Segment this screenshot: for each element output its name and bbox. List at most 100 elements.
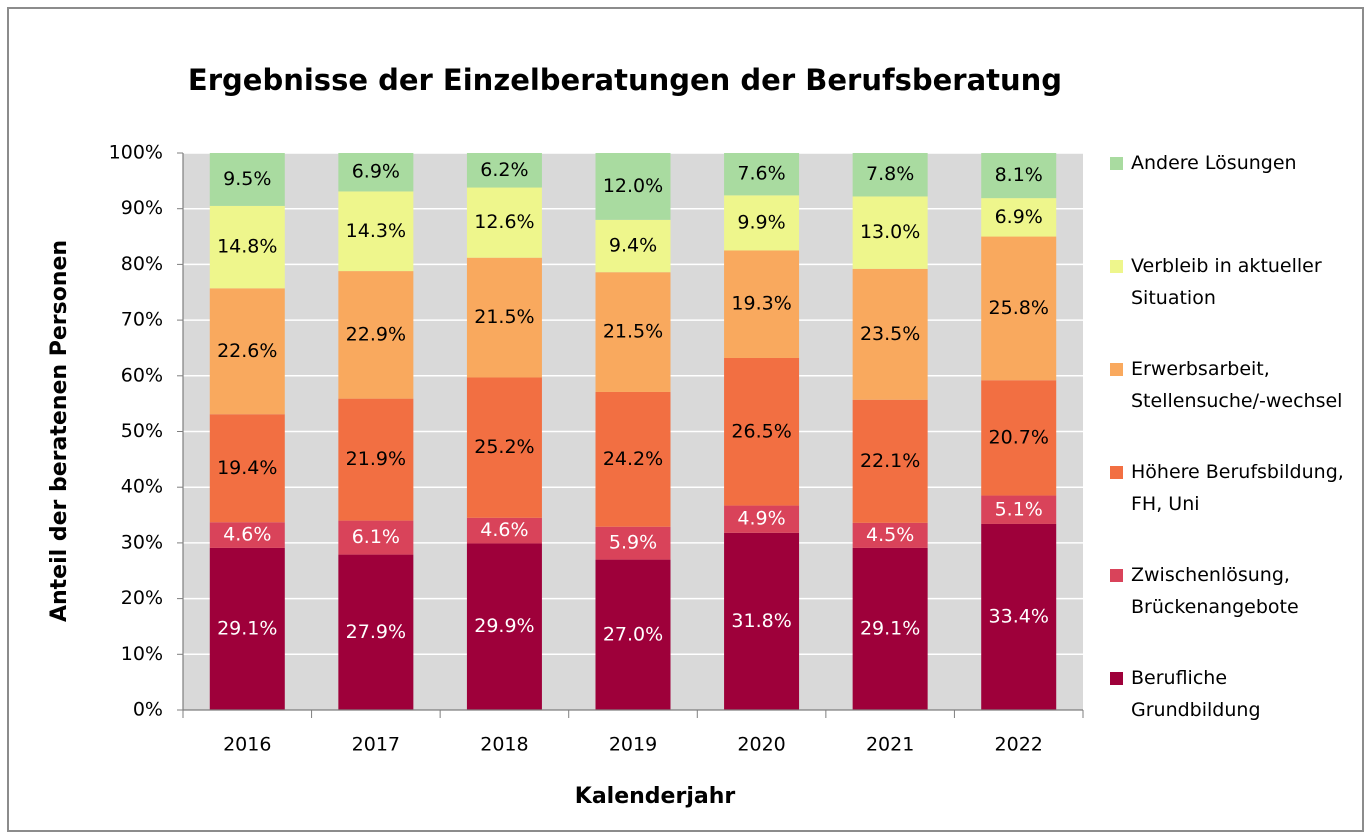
bar-segment: [724, 153, 800, 196]
value-label: 14.3%: [346, 220, 406, 242]
x-tick-label: 2022: [995, 734, 1043, 756]
bar-segment: [724, 357, 800, 506]
y-tick-label: 10%: [121, 643, 163, 665]
bar-segment: [724, 195, 800, 251]
bar-segment: [338, 520, 414, 555]
y-tick-label: 70%: [121, 309, 163, 331]
value-label: 8.1%: [995, 164, 1043, 186]
y-tick-label: 80%: [121, 253, 163, 275]
x-axis-title: Kalenderjahr: [575, 784, 736, 809]
value-label: 4.6%: [480, 519, 528, 541]
bar-segment: [981, 495, 1057, 524]
bar-segment: [852, 399, 928, 523]
value-label: 21.5%: [603, 321, 663, 343]
legend-swatch: [1110, 157, 1123, 170]
legend-label: Höhere Berufsbildung, FH, Uni: [1131, 461, 1344, 515]
y-tick-label: 30%: [121, 531, 163, 553]
bar-segment: [724, 250, 800, 358]
value-label: 29.9%: [474, 615, 534, 637]
value-label: 26.5%: [731, 420, 791, 442]
bar-segment: [852, 522, 928, 548]
value-label: 27.0%: [603, 623, 663, 645]
bar-segment: [852, 268, 928, 400]
bar-segment: [981, 523, 1057, 710]
y-tick-label: 60%: [121, 364, 163, 386]
value-label: 9.5%: [223, 168, 271, 190]
legend-item: Zwischenlösung, Brückenangebote: [1110, 559, 1360, 623]
value-label: 19.4%: [217, 457, 277, 479]
value-label: 22.1%: [860, 450, 920, 472]
x-tick-label: 2019: [609, 734, 657, 756]
bar-segment: [338, 153, 414, 192]
value-label: 25.8%: [989, 297, 1049, 319]
value-label: 6.9%: [995, 206, 1043, 228]
value-label: 9.9%: [737, 211, 785, 233]
bar-segment: [852, 153, 928, 197]
value-label: 21.9%: [346, 448, 406, 470]
x-tick-label: 2017: [352, 734, 400, 756]
value-label: 19.3%: [731, 293, 791, 315]
legend-label: Berufliche Grundbildung: [1131, 667, 1261, 721]
y-tick-label: 90%: [121, 197, 163, 219]
bar-segment: [852, 196, 928, 269]
value-label: 14.8%: [217, 236, 277, 258]
value-label: 5.1%: [995, 498, 1043, 520]
value-label: 5.9%: [609, 532, 657, 554]
bar-segment: [466, 517, 542, 544]
bar-segment: [595, 153, 671, 220]
chart-title: Ergebnisse der Einzelberatungen der Beru…: [188, 63, 1062, 97]
value-label: 21.5%: [474, 306, 534, 328]
value-label: 9.4%: [609, 235, 657, 257]
value-label: 6.2%: [480, 159, 528, 181]
y-tick-label: 20%: [121, 587, 163, 609]
value-label: 24.2%: [603, 448, 663, 470]
bar-segment: [595, 272, 671, 392]
legend-item: Verbleib in aktueller Situation: [1110, 250, 1360, 314]
value-label: 4.5%: [866, 524, 914, 546]
value-label: 22.6%: [217, 340, 277, 362]
bar-segment: [466, 377, 542, 518]
value-label: 6.9%: [352, 161, 400, 183]
bar-segment: [981, 153, 1057, 199]
y-tick-label: 40%: [121, 476, 163, 498]
value-label: 25.2%: [474, 436, 534, 458]
bar-segment: [466, 257, 542, 378]
bar-segment: [338, 398, 414, 521]
bar-segment: [981, 380, 1057, 496]
value-label: 12.0%: [603, 175, 663, 197]
bar-segment: [338, 191, 414, 272]
bar-segment: [209, 522, 285, 548]
y-tick-label: 100%: [109, 142, 163, 164]
bar-segment: [852, 547, 928, 710]
value-label: 13.0%: [860, 221, 920, 243]
bar-segment: [724, 532, 800, 710]
bar-segment: [338, 271, 414, 399]
legend-swatch: [1110, 466, 1123, 479]
value-label: 6.1%: [352, 526, 400, 548]
legend-label: Zwischenlösung, Brückenangebote: [1131, 564, 1299, 618]
legend-swatch: [1110, 363, 1123, 376]
bar-segment: [209, 153, 285, 206]
legend-swatch: [1110, 260, 1123, 273]
bar-segment: [209, 547, 285, 710]
x-tick-label: 2016: [223, 734, 271, 756]
bar-segment: [595, 219, 671, 273]
legend-swatch: [1110, 672, 1123, 685]
bar-segment: [981, 236, 1057, 381]
legend-label: Erwerbsarbeit, Stellensuche/-wechsel: [1131, 358, 1343, 412]
x-tick-label: 2018: [480, 734, 528, 756]
value-label: 12.6%: [474, 211, 534, 233]
bar-segment: [466, 187, 542, 258]
value-label: 20.7%: [989, 426, 1049, 448]
legend-item: Andere Lösungen: [1110, 147, 1360, 179]
bar-segment: [595, 559, 671, 710]
legend-item: Erwerbsarbeit, Stellensuche/-wechsel: [1110, 353, 1360, 417]
value-label: 33.4%: [989, 605, 1049, 627]
bar-segment: [595, 391, 671, 527]
bar-segment: [209, 288, 285, 415]
x-tick-label: 2021: [866, 734, 914, 756]
bar-segment: [595, 526, 671, 560]
bar-segment: [466, 153, 542, 188]
legend-item: Berufliche Grundbildung: [1110, 662, 1360, 726]
value-label: 23.5%: [860, 323, 920, 345]
